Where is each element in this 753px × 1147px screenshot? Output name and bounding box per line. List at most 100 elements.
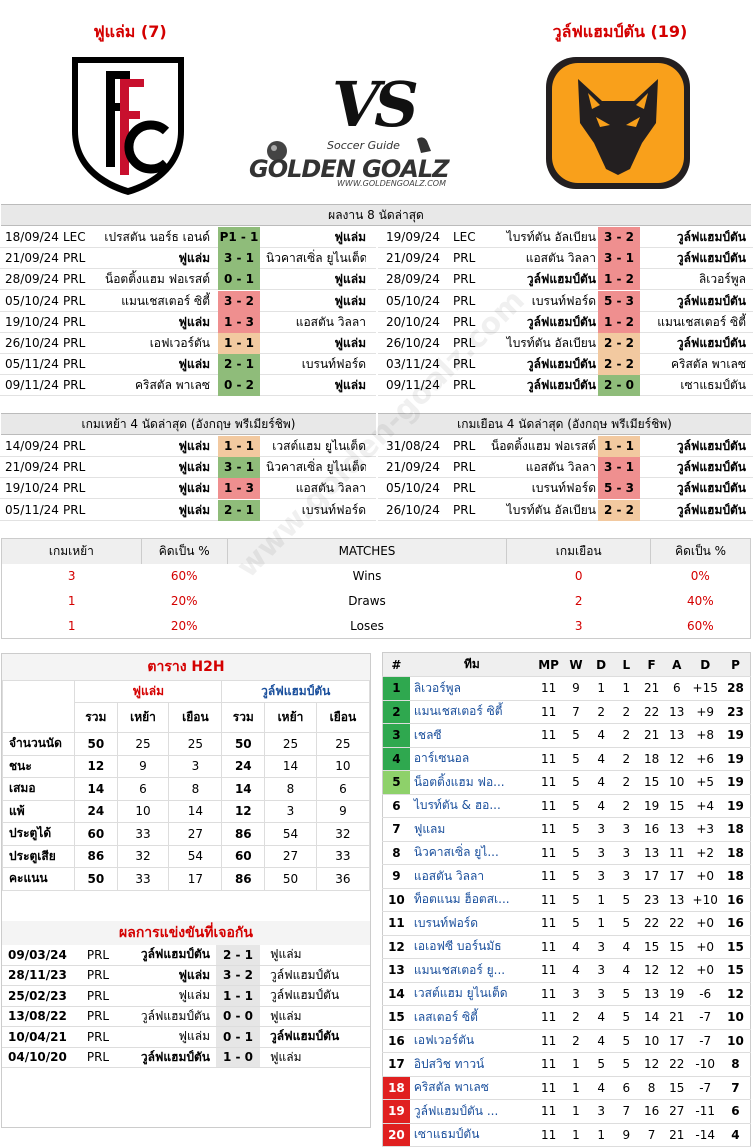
standings-row: 4 อาร์เซนอล 11 5 4 2 18 12 +6 19	[382, 747, 751, 771]
last8-home-list: 18/09/24 LEC เปรสตัน นอร์ธ เอนด์ P1 - 1 ฟูแล…	[0, 227, 376, 397]
standings-f: 8	[638, 1076, 665, 1100]
standings-team[interactable]: ฟูแลม	[409, 817, 534, 842]
standings-mp: 11	[533, 723, 564, 748]
fixture-team2: เซาแธมป์ตัน	[680, 378, 746, 393]
standings-row: 9 แอสตัน วิลลา 11 5 3 3 17 17 +0 18	[382, 864, 751, 889]
standings-gd: +0	[689, 935, 721, 959]
summary-away: 3	[574, 618, 583, 633]
standings-team[interactable]: เอฟเวอร์ตัน	[409, 1029, 534, 1053]
standings-d: 4	[588, 723, 614, 748]
h2h-row-label: เสมอ	[2, 777, 75, 801]
fixture-date: 20/10/24	[386, 314, 440, 329]
standings-team[interactable]: เบรนท์ฟอร์ด	[409, 911, 534, 936]
fixture-team2: วูล์ฟแฮมป์ตัน	[676, 230, 746, 244]
home-team-title: ฟูแล่ม (7)	[93, 22, 167, 41]
standings-d: 4	[588, 1076, 614, 1100]
standings-header: ทีม	[409, 652, 534, 677]
standings-row: 8 นิวคาสเซิ่ล ยูไ... 11 5 3 3 13 11 +2 18	[382, 841, 751, 865]
fixture-team1: ไบรท์ตัน อัลเบียน	[506, 502, 596, 517]
fixture-score: 5 - 3	[598, 478, 640, 500]
meeting-team1: ฟูแล่ม	[118, 985, 216, 1007]
h2h-value: 27	[168, 822, 223, 846]
standings-d: 4	[588, 1005, 614, 1030]
standings-team[interactable]: ลิเวอร์พูล	[409, 676, 534, 701]
fixture-score: 3 - 1	[598, 457, 640, 479]
standings-team[interactable]: แมนเชสเตอร์ ซิตี้	[409, 700, 534, 724]
standings-team[interactable]: คริสตัล พาเลซ	[409, 1076, 534, 1100]
meeting-team1: วูล์ฟแฮมป์ตัน	[118, 1047, 216, 1068]
standings-team[interactable]: เชลซี	[409, 723, 534, 748]
summary-row: 1 20% Draws 2 40%	[2, 589, 751, 614]
last4-away-header: เกมเยือน 4 นัดล่าสุด (อังกฤษ พรีเมียร์ชิ…	[378, 413, 751, 435]
h2h-col-header: เยือน	[168, 702, 223, 733]
standings-team[interactable]: อิปสวิช ทาวน์	[409, 1052, 534, 1077]
standings-w: 4	[563, 935, 589, 959]
meeting-score: 0 - 1	[216, 1026, 260, 1048]
standings-f: 21	[638, 676, 665, 701]
standings-gd: +8	[689, 723, 721, 748]
h2h-value: 6	[315, 777, 371, 801]
standings-row: 16 เอฟเวอร์ตัน 11 2 4 5 10 17 -7 10	[382, 1029, 751, 1053]
h2h-row: ชนะ 12 9 3 24 14 10	[2, 754, 371, 778]
fixture-row: 18/09/24 LEC เปรสตัน นอร์ธ เอนด์ P1 - 1 ฟูแล…	[0, 227, 376, 248]
standings-team[interactable]: อาร์เซนอล	[409, 747, 534, 771]
standings-pos: 6	[382, 794, 410, 818]
standings-team[interactable]: เวสต์แฮม ยูไนเต็ด	[409, 982, 534, 1006]
fixture-team2: เบรนท์ฟอร์ด	[301, 357, 366, 372]
fixture-team1: ฟูแล่ม	[178, 357, 211, 372]
standings-team[interactable]: นิวคาสเซิ่ล ยูไ...	[409, 841, 534, 865]
standings-mp: 11	[533, 1123, 564, 1147]
standings-team[interactable]: แอสตัน วิลลา	[409, 864, 534, 889]
standings-mp: 11	[533, 982, 564, 1006]
meeting-date: 09/03/24	[2, 944, 78, 966]
standings-mp: 11	[533, 1029, 564, 1053]
fixture-row: 19/10/24 PRL ฟูแล่ม 1 - 3 แอสตัน วิลลา	[0, 311, 376, 333]
standings-pos: 14	[382, 982, 410, 1006]
standings-row: 18 คริสตัล พาเลซ 11 1 4 6 8 15 -7 7	[382, 1076, 751, 1100]
standings-team[interactable]: เซาแธมป์ตัน	[409, 1123, 534, 1147]
standings-w: 5	[563, 770, 589, 795]
fixture-row: 21/09/24 PRL แอสตัน วิลลา 3 - 1 วูล์ฟแฮมป์ตั…	[378, 248, 753, 270]
fixture-row: 19/09/24 LEC ไบรท์ตัน อัลเบียน 3 - 2 วูล์ฟแฮ…	[378, 227, 753, 248]
standings-team[interactable]: น็อตติ้งแฮม ฟอ...	[409, 770, 534, 795]
standings-w: 7	[563, 700, 589, 724]
standings-l: 5	[613, 911, 639, 936]
standings-f: 17	[638, 864, 665, 889]
fixture-date: 05/11/24	[5, 502, 59, 517]
standings-team[interactable]: วูล์ฟแฮมป์ตัน ...	[409, 1099, 534, 1124]
standings-d: 4	[588, 747, 614, 771]
h2h-col-header: เยือน	[315, 702, 371, 733]
fixture-team1: แอสตัน วิลลา	[525, 251, 596, 266]
standings-gd: -11	[689, 1099, 721, 1124]
standings-gd: +9	[689, 700, 721, 724]
meetings-title: ผลการแข่งขันที่เจอกัน	[2, 920, 370, 945]
h2h-value: 33	[116, 867, 170, 891]
standings-team[interactable]: เลสเตอร์ ซิตี้	[409, 1005, 534, 1030]
meeting-row: 04/10/20 PRL วูล์ฟแฮมป์ตัน 1 - 0 ฟูแล่ม	[2, 1047, 370, 1068]
standings-l: 3	[613, 864, 639, 889]
h2h-value: 32	[116, 844, 170, 868]
fixture-team2: วูล์ฟแฮมป์ตัน	[676, 481, 746, 496]
fixture-comp: PRL	[63, 502, 86, 517]
standings-l: 4	[613, 935, 639, 959]
standings-team[interactable]: เอเอฟซี บอร์นมัธ	[409, 935, 534, 959]
standings-team[interactable]: ไบรท์ตัน & ฮอ...	[409, 794, 534, 818]
standings-gd: +0	[689, 911, 721, 936]
fixture-row: 26/10/24 PRL ไบรท์ตัน อัลเบียน 2 - 2 วูล์ฟแฮ…	[378, 499, 753, 521]
fixture-row: 14/09/24 PRL ฟูแล่ม 1 - 1 เวสต์แฮม ยูไนเต็ด	[0, 436, 376, 457]
standings-team[interactable]: ท็อตแนม ฮ็อตสเ...	[409, 888, 534, 912]
fixture-score: 1 - 1	[218, 436, 260, 457]
standings-l: 6	[613, 1076, 639, 1100]
standings-mp: 11	[533, 911, 564, 936]
h2h-row: ประตูเสีย 86 32 54 60 27 33	[2, 844, 371, 868]
standings-row: 10 ท็อตแนม ฮ็อตสเ... 11 5 1 5 23 13 +10 16	[382, 888, 751, 912]
fixture-row: 28/09/24 PRL วูล์ฟแฮมป์ตัน 1 - 2 ลิเวอร์พูล	[378, 269, 753, 291]
fixture-date: 19/09/24	[386, 230, 440, 244]
h2h-value: 8	[168, 777, 223, 801]
standings-team[interactable]: แมนเชสเตอร์ ยู...	[409, 958, 534, 983]
fixture-score: 2 - 2	[598, 354, 640, 376]
fixture-date: 09/11/24	[386, 378, 440, 393]
fixture-team1: ฟูแล่ม	[178, 481, 211, 496]
standings-gd: +4	[689, 794, 721, 818]
fixture-team2: นิวคาสเซิ่ล ยูไนเต็ด	[266, 251, 366, 266]
